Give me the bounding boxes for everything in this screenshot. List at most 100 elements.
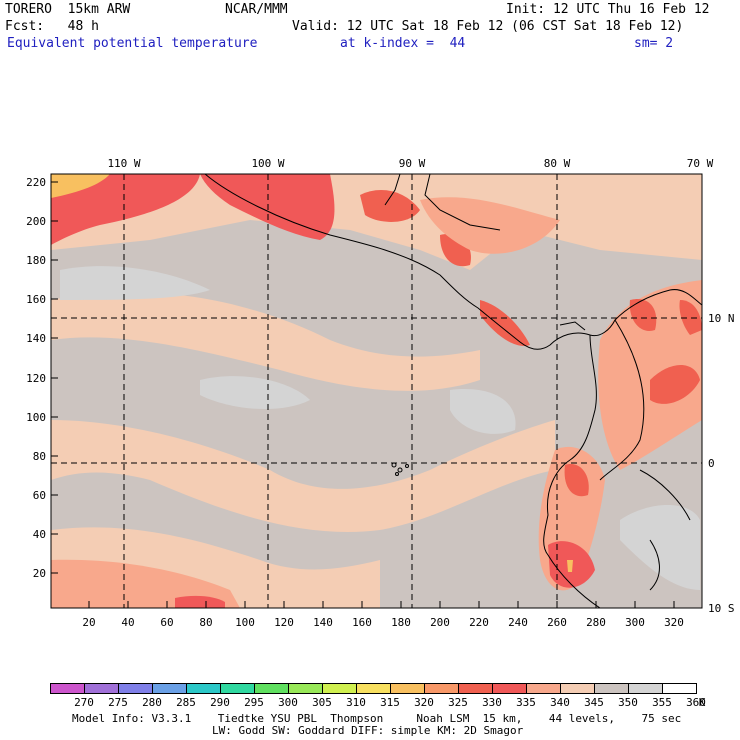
x-tick-label: 240 bbox=[508, 616, 528, 629]
legend-value: 325 bbox=[448, 696, 468, 709]
legend-value: 320 bbox=[414, 696, 434, 709]
border-panama bbox=[559, 321, 586, 331]
legend-swatch bbox=[118, 683, 153, 694]
galapagos-islands bbox=[391, 462, 409, 476]
legend-swatch bbox=[254, 683, 289, 694]
legend-swatch bbox=[390, 683, 425, 694]
field-name: Equivalent potential temperature bbox=[7, 36, 258, 51]
x-tick-label: 40 bbox=[121, 616, 134, 629]
field-band-mid2 bbox=[51, 420, 555, 532]
legend-value: 300 bbox=[278, 696, 298, 709]
legend-value: 335 bbox=[516, 696, 536, 709]
x-tick-label: 160 bbox=[352, 616, 372, 629]
model-name: TORERO 15km ARW bbox=[5, 2, 131, 17]
lon-label-70w: 70 W bbox=[687, 157, 714, 170]
lat-label-0: 0 bbox=[708, 457, 715, 470]
field-ca-red-3 bbox=[480, 300, 530, 346]
legend-value: 310 bbox=[346, 696, 366, 709]
y-tick-label: 180 bbox=[26, 254, 46, 267]
map-frame bbox=[50, 173, 703, 609]
legend-swatch bbox=[356, 683, 391, 694]
latlon-grid bbox=[51, 174, 702, 608]
legend-swatch bbox=[186, 683, 221, 694]
lon-label-80w: 80 W bbox=[544, 157, 571, 170]
lon-label-90w: 90 W bbox=[399, 157, 426, 170]
legend-swatch bbox=[50, 683, 85, 694]
level-info: at k-index = 44 bbox=[340, 36, 466, 51]
legend-swatch bbox=[492, 683, 527, 694]
field-ecuador-red bbox=[564, 464, 589, 497]
y-tick-label: 120 bbox=[26, 372, 46, 385]
legend-value: 280 bbox=[142, 696, 162, 709]
theta-e-field bbox=[51, 174, 702, 608]
legend-swatch bbox=[84, 683, 119, 694]
field-ca-red-1 bbox=[360, 190, 420, 222]
field-nw-red bbox=[51, 174, 200, 245]
legend-swatch bbox=[288, 683, 323, 694]
legend-value: 305 bbox=[312, 696, 332, 709]
x-tick-label: 80 bbox=[199, 616, 212, 629]
field-peru-orange bbox=[567, 560, 573, 572]
field-gray-patch-1 bbox=[60, 266, 210, 300]
y-tick-label: 80 bbox=[33, 450, 46, 463]
legend-value: 350 bbox=[618, 696, 638, 709]
x-tick-label: 320 bbox=[664, 616, 684, 629]
x-tick-label: 140 bbox=[313, 616, 333, 629]
legend-value: 360 bbox=[686, 696, 706, 709]
field-south-red bbox=[175, 595, 225, 608]
field-nsa-red-1 bbox=[629, 299, 657, 331]
field-gray-patch-3 bbox=[450, 389, 516, 434]
x-tick-label: 300 bbox=[625, 616, 645, 629]
lon-label-110w: 110 W bbox=[107, 157, 140, 170]
legend-value: 295 bbox=[244, 696, 264, 709]
y-tick-label: 140 bbox=[26, 332, 46, 345]
lat-label-10s: 10 S bbox=[708, 602, 735, 615]
lat-label-10n: 10 N bbox=[708, 312, 735, 325]
legend-swatch bbox=[628, 683, 663, 694]
y-tick-label: 20 bbox=[33, 567, 46, 580]
legend-value: 355 bbox=[652, 696, 672, 709]
smoothing-info: sm= 2 bbox=[634, 36, 674, 51]
field-nsa-salmon bbox=[598, 280, 702, 470]
x-tick-label: 220 bbox=[469, 616, 489, 629]
legend-value: 275 bbox=[108, 696, 128, 709]
legend-value: 340 bbox=[550, 696, 570, 709]
legend-value: 315 bbox=[380, 696, 400, 709]
coastline-central-america bbox=[204, 174, 702, 350]
x-tick-label: 260 bbox=[547, 616, 567, 629]
legend-swatch bbox=[560, 683, 595, 694]
legend-swatch bbox=[152, 683, 187, 694]
lon-label-100w: 100 W bbox=[251, 157, 284, 170]
center-name: NCAR/MMM bbox=[225, 2, 288, 17]
coastline-sa-interior bbox=[599, 319, 691, 591]
field-band-north bbox=[51, 174, 702, 270]
field-nsa-red-3 bbox=[679, 300, 702, 335]
model-info-line2: LW: Godd SW: Goddard DIFF: simple KM: 2D… bbox=[212, 724, 524, 737]
legend-unit: K bbox=[698, 696, 706, 709]
x-tick-label: 100 bbox=[235, 616, 255, 629]
forecast-hour: Fcst: 48 h bbox=[5, 19, 99, 34]
x-tick-label: 200 bbox=[430, 616, 450, 629]
valid-time: Valid: 12 UTC Sat 18 Feb 12 (06 CST Sat … bbox=[292, 19, 684, 34]
legend-value: 330 bbox=[482, 696, 502, 709]
field-salmon-south bbox=[51, 559, 240, 608]
legend-swatch bbox=[424, 683, 459, 694]
x-tick-label: 20 bbox=[82, 616, 95, 629]
coastlines bbox=[204, 174, 702, 608]
y-tick-label: 220 bbox=[26, 176, 46, 189]
x-tick-label: 280 bbox=[586, 616, 606, 629]
axis-ticks bbox=[51, 181, 675, 608]
x-tick-label: 120 bbox=[274, 616, 294, 629]
legend-swatch bbox=[594, 683, 629, 694]
field-gray-patch-4 bbox=[620, 505, 700, 590]
legend-value: 345 bbox=[584, 696, 604, 709]
field-nw-orange bbox=[51, 174, 110, 198]
y-tick-label: 40 bbox=[33, 528, 46, 541]
y-tick-label: 200 bbox=[26, 215, 46, 228]
legend-value: 290 bbox=[210, 696, 230, 709]
y-tick-label: 60 bbox=[33, 489, 46, 502]
y-tick-label: 160 bbox=[26, 293, 46, 306]
y-tick-label: 100 bbox=[26, 411, 46, 424]
model-info-line1: Model Info: V3.3.1 Tiedtke YSU PBL Thomp… bbox=[72, 712, 682, 725]
